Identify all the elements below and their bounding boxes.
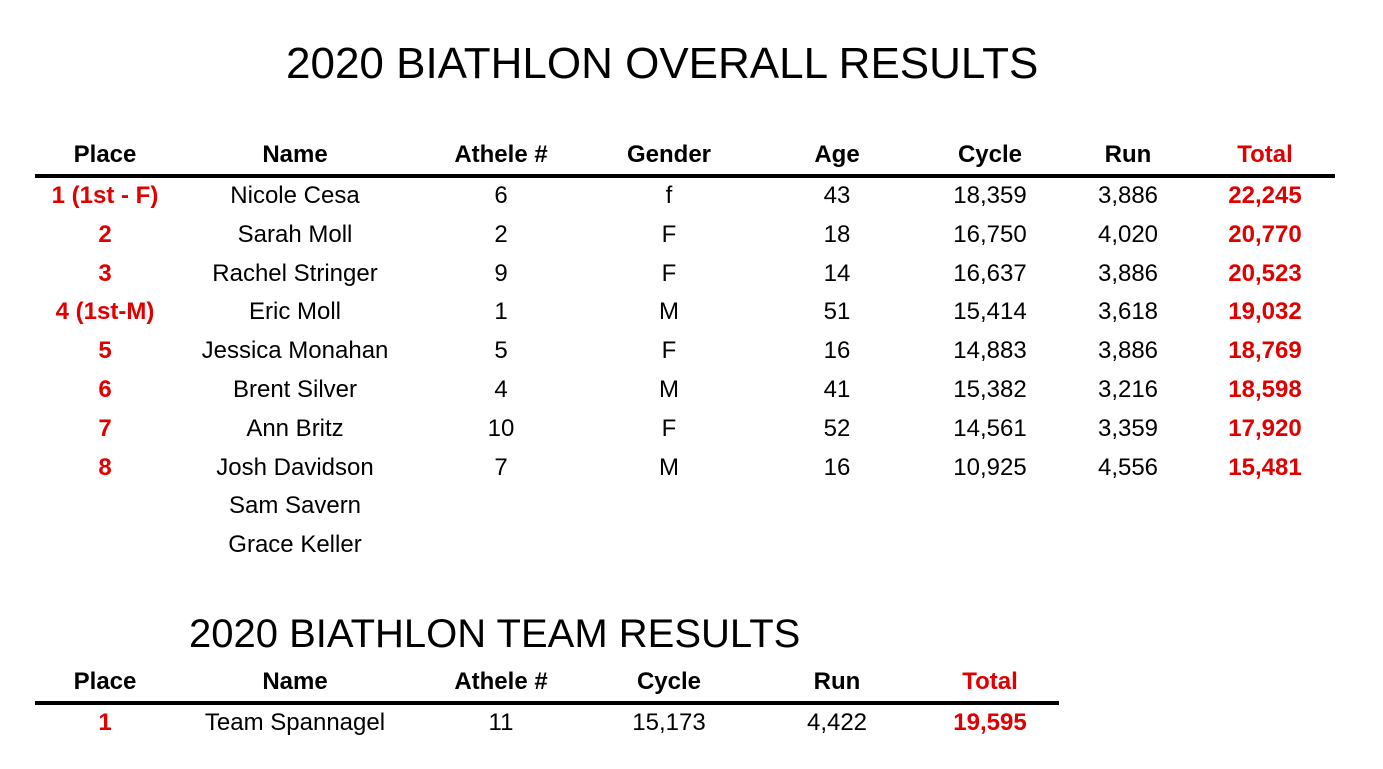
cell-total xyxy=(1170,529,1360,561)
column-header-name: Name xyxy=(262,668,328,695)
cell-run: 3,886 xyxy=(1097,259,1159,287)
column-header-total: Total xyxy=(962,668,1018,695)
cell-name: Jessica Monahan xyxy=(201,337,389,365)
overall-results-title: 2020 BIATHLON OVERALL RESULTS xyxy=(286,39,1039,88)
cell-gender: M xyxy=(659,453,679,481)
cell-gender xyxy=(574,529,764,561)
cell-place: 5 xyxy=(98,337,112,365)
cell-cycle: 16,750 xyxy=(953,220,1027,248)
cell-cycle: 15,414 xyxy=(953,298,1027,326)
cell-name: Eric Moll xyxy=(248,298,341,326)
team-results-title: 2020 BIATHLON TEAM RESULTS xyxy=(189,612,801,656)
cell-gender: f xyxy=(665,182,673,209)
cell-age: 14 xyxy=(823,259,851,287)
cell-total xyxy=(1170,490,1360,522)
cell-age: 52 xyxy=(823,414,851,442)
cell-place: 8 xyxy=(98,453,112,481)
cell-name: Sam Savern xyxy=(228,492,362,520)
cell-age: 18 xyxy=(823,220,851,248)
cell-place: 7 xyxy=(98,414,112,442)
cell-gender: F xyxy=(661,337,677,365)
cell-total: 20,523 xyxy=(1228,259,1302,287)
cell-place: 1 xyxy=(98,709,112,736)
header-divider xyxy=(35,174,1335,178)
column-header-age: Age xyxy=(814,141,860,168)
cell-total: 20,770 xyxy=(1228,220,1302,248)
cell-gender: F xyxy=(661,414,677,442)
cell-run: 3,886 xyxy=(1097,337,1159,365)
cell-athlete: 6 xyxy=(494,182,508,209)
cell-age: 51 xyxy=(823,298,851,326)
cell-age: 16 xyxy=(823,453,851,481)
cell-total: 19,595 xyxy=(953,709,1027,736)
cell-place xyxy=(10,490,200,522)
column-header-athlete: Athele # xyxy=(454,141,548,168)
cell-cycle: 15,382 xyxy=(953,376,1027,403)
cell-gender: F xyxy=(661,220,677,248)
column-header-name: Name xyxy=(262,141,328,168)
cell-athlete: 1 xyxy=(494,298,508,326)
cell-total: 19,032 xyxy=(1228,298,1302,326)
cell-name: Team Spannagel xyxy=(204,709,386,736)
cell-athlete: 9 xyxy=(494,259,508,287)
cell-run: 4,422 xyxy=(806,709,868,736)
cell-place: 2 xyxy=(98,220,112,248)
header-divider xyxy=(35,701,1059,705)
cell-athlete xyxy=(406,529,596,561)
column-header-gender: Gender xyxy=(626,141,712,168)
cell-age: 41 xyxy=(823,376,851,403)
cell-place xyxy=(10,529,200,561)
cell-athlete: 5 xyxy=(494,337,508,365)
column-header-cycle: Cycle xyxy=(636,668,702,695)
cell-run: 4,556 xyxy=(1097,453,1159,481)
cell-place: 1 (1st - F) xyxy=(51,182,159,209)
cell-run: 4,020 xyxy=(1097,220,1159,248)
column-header-run: Run xyxy=(813,668,861,695)
cell-gender: F xyxy=(661,259,677,287)
cell-run: 3,618 xyxy=(1097,298,1159,326)
cell-athlete: 10 xyxy=(487,414,515,442)
column-header-total: Total xyxy=(1237,141,1293,168)
column-header-cycle: Cycle xyxy=(957,141,1023,168)
cell-athlete: 4 xyxy=(494,376,508,403)
cell-run: 3,359 xyxy=(1097,414,1159,442)
cell-total: 22,245 xyxy=(1228,182,1302,209)
cell-place: 3 xyxy=(98,259,112,287)
cell-age: 16 xyxy=(823,337,851,365)
cell-cycle: 14,561 xyxy=(953,414,1027,442)
cell-name: Ann Britz xyxy=(246,414,344,442)
cell-gender xyxy=(574,490,764,522)
cell-gender: M xyxy=(659,376,679,403)
cell-run: 3,886 xyxy=(1097,182,1159,209)
cell-total: 18,769 xyxy=(1228,337,1302,365)
column-header-athlete: Athele # xyxy=(454,668,548,695)
cell-athlete: 2 xyxy=(494,220,508,248)
cell-place: 6 xyxy=(98,376,112,403)
cell-athlete: 11 xyxy=(488,709,514,736)
cell-name: Josh Davidson xyxy=(216,453,374,481)
cell-place: 4 (1st-M) xyxy=(55,298,155,326)
cell-name: Rachel Stringer xyxy=(212,259,378,287)
cell-athlete: 7 xyxy=(494,453,508,481)
cell-name: Nicole Cesa xyxy=(230,182,360,209)
cell-name: Grace Keller xyxy=(228,531,362,559)
cell-run: 3,216 xyxy=(1097,376,1159,403)
cell-total: 17,920 xyxy=(1228,414,1302,442)
cell-athlete xyxy=(406,490,596,522)
cell-total: 18,598 xyxy=(1228,376,1302,403)
cell-name: Brent Silver xyxy=(232,376,358,403)
cell-cycle: 14,883 xyxy=(953,337,1027,365)
cell-cycle: 10,925 xyxy=(953,453,1027,481)
cell-name: Sarah Moll xyxy=(237,220,353,248)
cell-cycle: 15,173 xyxy=(632,709,706,736)
cell-age: 43 xyxy=(823,182,851,209)
cell-cycle: 16,637 xyxy=(953,259,1027,287)
column-header-place: Place xyxy=(73,141,137,168)
column-header-run: Run xyxy=(1104,141,1152,168)
cell-gender: M xyxy=(659,298,679,326)
cell-total: 15,481 xyxy=(1228,453,1302,481)
column-header-place: Place xyxy=(73,668,137,695)
cell-cycle: 18,359 xyxy=(953,182,1027,209)
